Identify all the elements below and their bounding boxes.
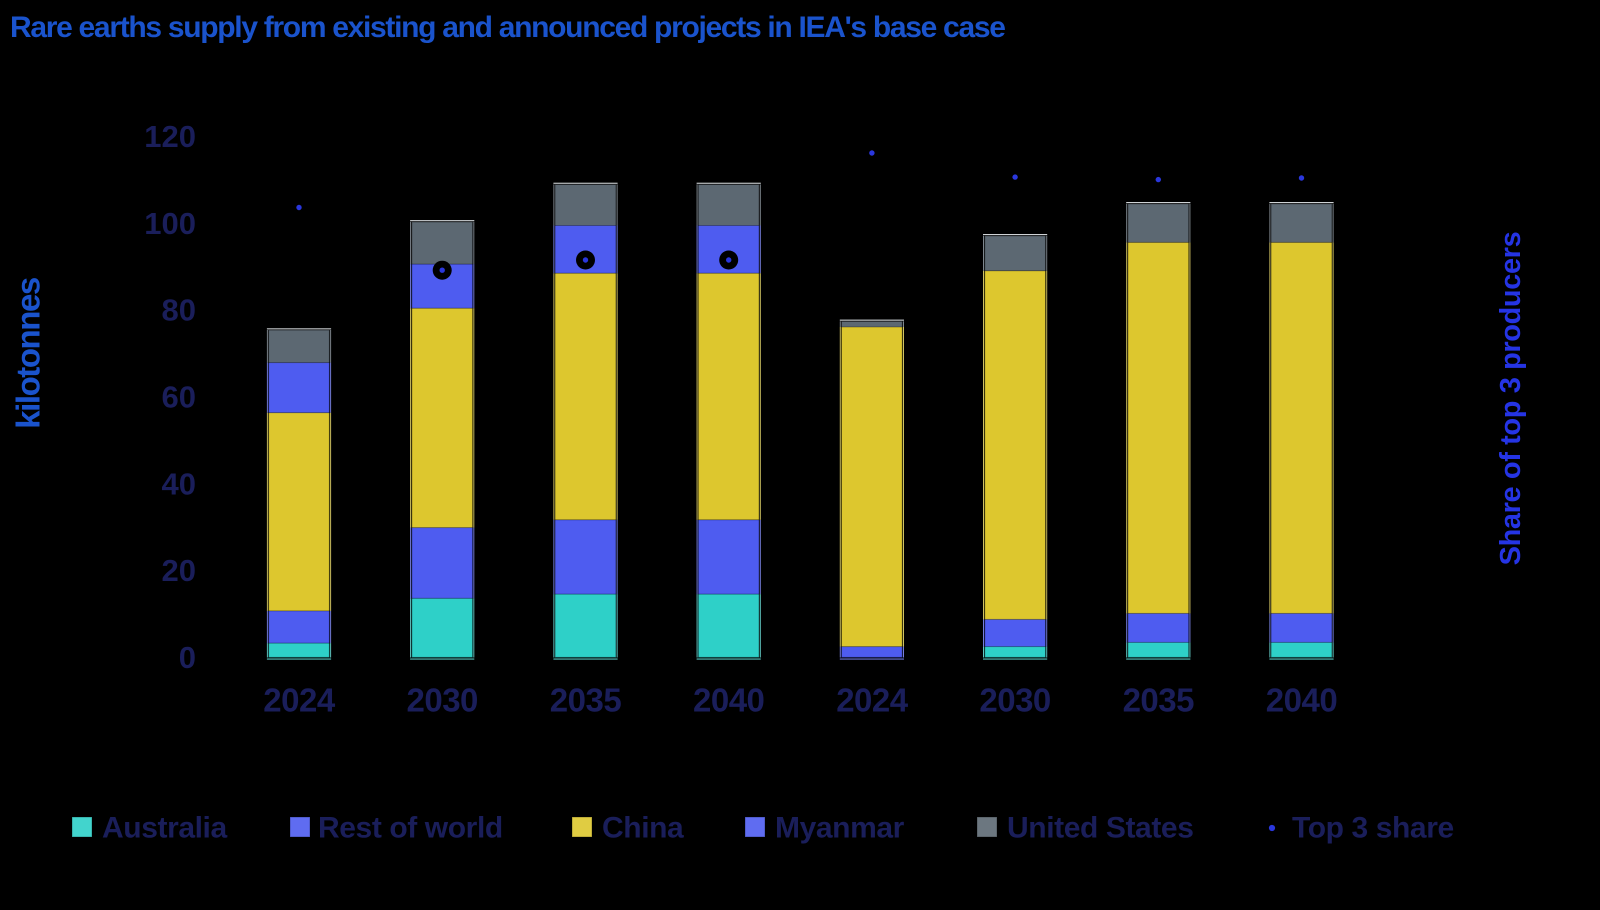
svg-text:100: 100	[144, 206, 196, 241]
svg-text:Rest of world: Rest of world	[318, 812, 503, 845]
svg-text:kilotonnes: kilotonnes	[10, 278, 47, 429]
svg-text:120: 120	[144, 119, 196, 154]
svg-text:40: 40	[162, 466, 196, 501]
svg-text:Australia: Australia	[102, 812, 227, 845]
svg-text:Rare earths supply from existi: Rare earths supply from existing and ann…	[10, 11, 1005, 44]
svg-text:Myanmar: Myanmar	[775, 812, 905, 845]
svg-text:Top 3 share: Top 3 share	[1292, 812, 1454, 845]
svg-text:2040: 2040	[1266, 682, 1337, 719]
svg-text:Share of top 3 producers: Share of top 3 producers	[1495, 232, 1527, 566]
svg-text:China: China	[602, 812, 684, 845]
svg-text:80: 80	[162, 293, 196, 328]
svg-text:United States: United States	[1007, 812, 1194, 845]
svg-text:60: 60	[162, 380, 196, 415]
svg-text:2035: 2035	[1123, 682, 1195, 719]
svg-text:0: 0	[179, 640, 196, 675]
svg-text:2024: 2024	[836, 682, 909, 719]
svg-text:2030: 2030	[979, 682, 1050, 719]
svg-text:2035: 2035	[550, 682, 622, 719]
svg-text:2040: 2040	[693, 682, 764, 719]
svg-text:2030: 2030	[406, 682, 477, 719]
svg-text:20: 20	[162, 553, 196, 588]
svg-text:2024: 2024	[263, 682, 336, 719]
